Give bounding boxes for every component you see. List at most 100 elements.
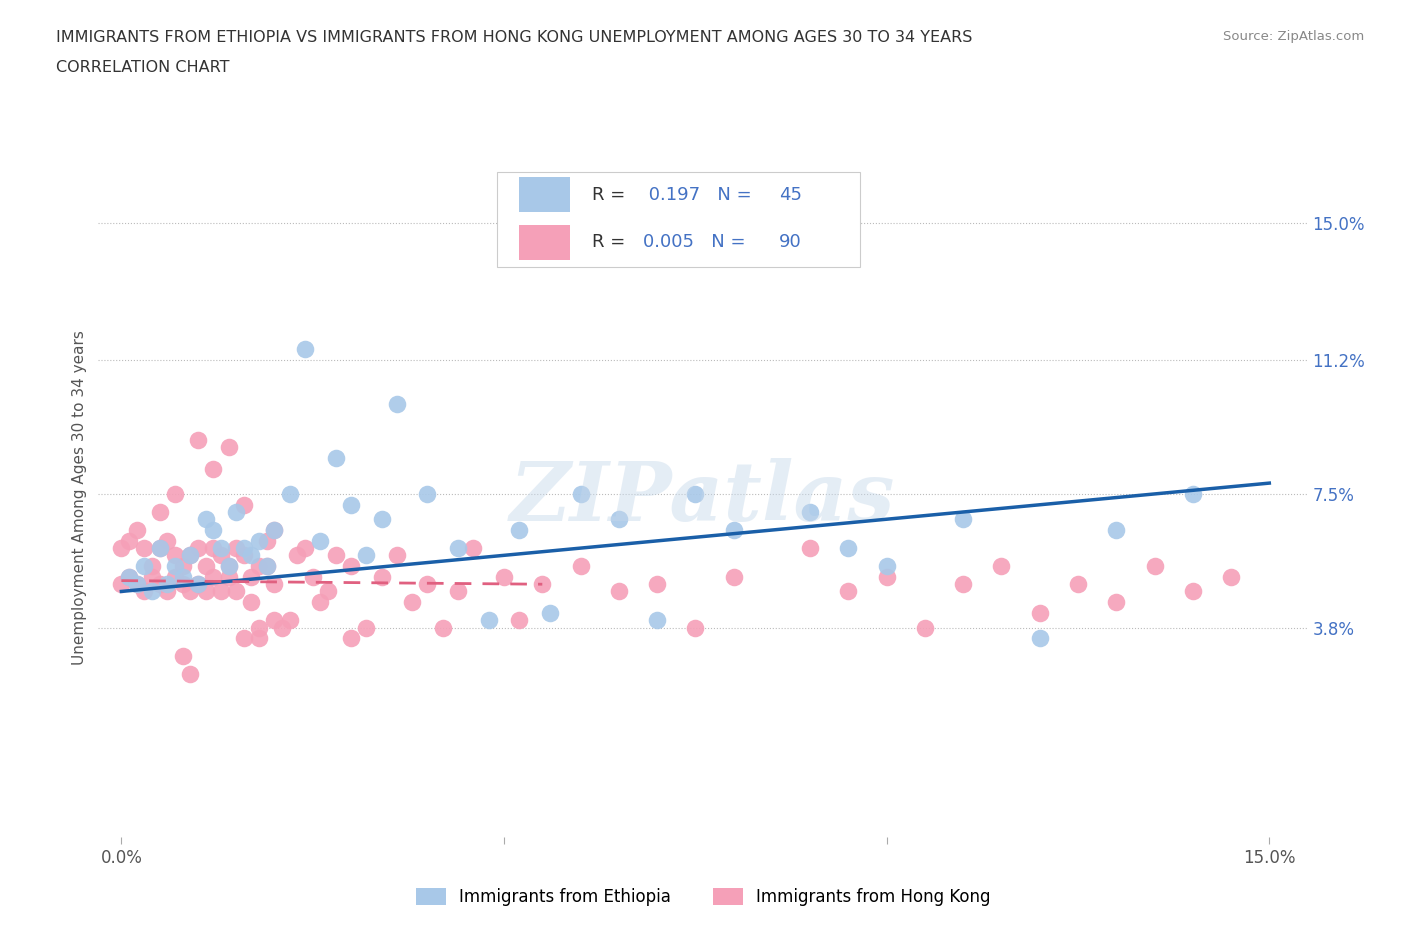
Point [837, 584, 859, 599]
Point [218, 569, 240, 584]
Text: 90: 90 [779, 233, 801, 251]
Point [240, 548, 263, 563]
Point [508, 523, 530, 538]
Point [218, 440, 240, 455]
Point [478, 613, 501, 628]
Point [1028, 605, 1050, 620]
Point [990, 559, 1012, 574]
Point [194, 559, 217, 574]
Point [799, 540, 821, 555]
Point [416, 486, 439, 501]
Point [1105, 595, 1128, 610]
Point [202, 569, 225, 584]
Text: Source: ZipAtlas.com: Source: ZipAtlas.com [1223, 30, 1364, 43]
Point [401, 595, 423, 610]
Point [218, 559, 240, 574]
Point [723, 569, 745, 584]
Point [179, 584, 201, 599]
Point [232, 540, 254, 555]
Point [256, 559, 278, 574]
Point [370, 512, 392, 526]
Point [187, 577, 209, 591]
Point [172, 569, 194, 584]
Point [416, 577, 439, 591]
Point [278, 486, 301, 501]
Point [531, 577, 554, 591]
Point [118, 569, 141, 584]
Text: R =: R = [592, 186, 631, 204]
FancyBboxPatch shape [519, 225, 569, 260]
Point [508, 613, 530, 628]
Point [149, 505, 172, 520]
Point [232, 498, 254, 512]
Point [247, 559, 270, 574]
Point [645, 613, 668, 628]
Point [110, 540, 132, 555]
Point [263, 613, 285, 628]
Point [125, 577, 148, 591]
Point [187, 540, 209, 555]
Text: IMMIGRANTS FROM ETHIOPIA VS IMMIGRANTS FROM HONG KONG UNEMPLOYMENT AMONG AGES 30: IMMIGRANTS FROM ETHIOPIA VS IMMIGRANTS F… [56, 30, 973, 45]
Y-axis label: Unemployment Among Ages 30 to 34 years: Unemployment Among Ages 30 to 34 years [72, 330, 87, 665]
Point [340, 498, 363, 512]
Text: R =: R = [592, 233, 631, 251]
Point [447, 540, 470, 555]
Point [294, 540, 316, 555]
Point [263, 577, 285, 591]
Point [356, 548, 378, 563]
Point [1105, 523, 1128, 538]
Point [316, 584, 339, 599]
Text: 0.005   N =: 0.005 N = [643, 233, 751, 251]
Point [263, 523, 285, 538]
Point [202, 461, 225, 476]
Point [134, 559, 156, 574]
Point [179, 548, 201, 563]
Point [156, 534, 179, 549]
Point [247, 534, 270, 549]
Point [141, 569, 163, 584]
Point [187, 577, 209, 591]
Point [240, 595, 263, 610]
Point [141, 584, 163, 599]
Point [1028, 631, 1050, 645]
Text: 0.197   N =: 0.197 N = [643, 186, 756, 204]
Point [876, 559, 898, 574]
Point [356, 620, 378, 635]
Point [1181, 486, 1204, 501]
Point [1181, 584, 1204, 599]
Point [187, 432, 209, 447]
Point [247, 631, 270, 645]
Text: 45: 45 [779, 186, 803, 204]
Point [240, 569, 263, 584]
Point [179, 667, 201, 682]
Point [952, 577, 974, 591]
Point [837, 540, 859, 555]
Point [1143, 559, 1166, 574]
Point [607, 584, 630, 599]
Point [1220, 569, 1243, 584]
Text: CORRELATION CHART: CORRELATION CHART [56, 60, 229, 75]
Point [432, 620, 454, 635]
Point [385, 548, 408, 563]
Point [156, 577, 179, 591]
Point [263, 523, 285, 538]
Point [492, 569, 515, 584]
Point [685, 620, 707, 635]
Point [538, 605, 561, 620]
Point [370, 569, 392, 584]
Point [325, 548, 347, 563]
Point [194, 512, 217, 526]
Point [232, 548, 254, 563]
Point [914, 620, 936, 635]
Point [278, 613, 301, 628]
Point [209, 548, 232, 563]
Point [179, 548, 201, 563]
Point [225, 540, 247, 555]
Point [569, 486, 592, 501]
Point [1067, 577, 1090, 591]
Point [194, 584, 217, 599]
Point [163, 486, 186, 501]
Point [141, 559, 163, 574]
Point [172, 559, 194, 574]
Point [325, 450, 347, 465]
